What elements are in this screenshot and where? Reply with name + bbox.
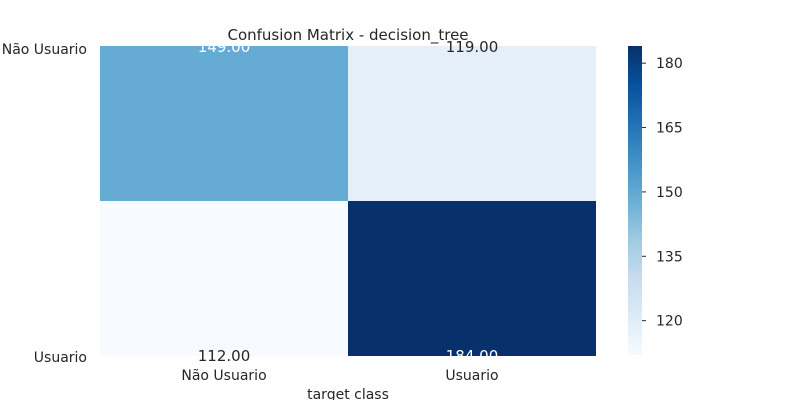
heatmap-cell: [348, 46, 596, 201]
y-tick-label: Usuario: [34, 350, 87, 366]
x-axis-label: target class: [307, 387, 389, 400]
colorbar-tick-label: 120: [656, 314, 683, 330]
cell-value-label: 119.00: [446, 38, 499, 56]
colorbar-tick-label: 150: [656, 185, 683, 201]
cell-value-label: 112.00: [198, 347, 251, 365]
heatmap-cells: [100, 46, 596, 356]
colorbar-tick-label: 180: [656, 56, 683, 72]
heatmap-cell: [100, 201, 348, 356]
cell-value-labels: 149.00 119.00 112.00 184.00: [198, 38, 499, 365]
y-axis-tick-labels: Não Usuario Usuario: [2, 42, 87, 366]
colorbar-ticks: 120 135 150 165 180: [642, 56, 683, 330]
y-tick-label: Não Usuario: [2, 42, 87, 58]
x-tick-label: Não Usuario: [181, 368, 266, 384]
chart-title: Confusion Matrix - decision_tree: [227, 26, 468, 45]
cell-value-label: 184.00: [446, 347, 499, 365]
colorbar-tick-label: 165: [656, 121, 683, 137]
x-tick-label: Usuario: [445, 368, 498, 384]
cell-value-label: 149.00: [198, 38, 251, 56]
x-axis-tick-labels: Não Usuario Usuario: [181, 368, 498, 384]
colorbar: [628, 46, 642, 355]
heatmap-cell: [100, 46, 348, 201]
colorbar-tick-label: 135: [656, 249, 683, 265]
heatmap-cell: [348, 201, 596, 356]
